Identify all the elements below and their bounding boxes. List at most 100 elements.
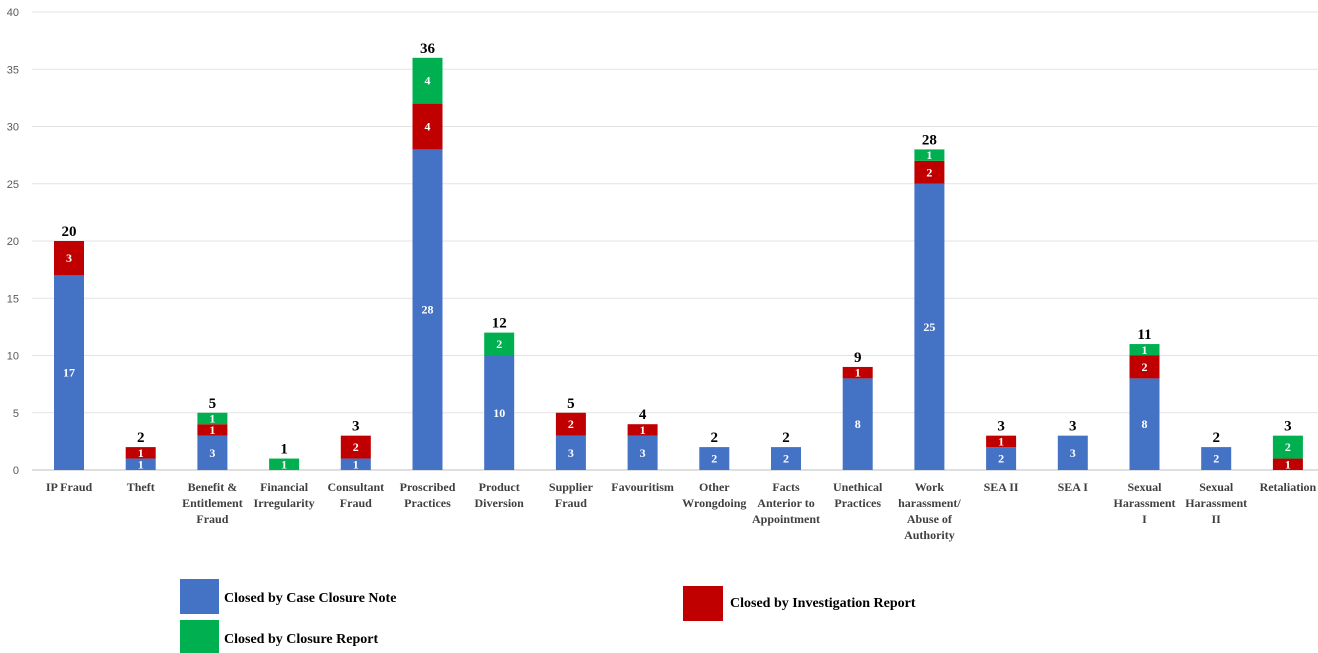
segment-label: 2 bbox=[998, 452, 1004, 466]
x-category-label: Benefit & Entitlement Fraud bbox=[182, 480, 243, 526]
x-category-label-line: SEA I bbox=[1058, 480, 1089, 494]
segment-label: 3 bbox=[209, 446, 215, 460]
bar-segment bbox=[125, 447, 156, 459]
x-category-label-line: Fraud bbox=[196, 512, 228, 526]
y-axis: 0 5 10 15 20 25 30 35 40 bbox=[7, 7, 19, 477]
segment-label: 1 bbox=[353, 457, 359, 471]
x-category-label-line: Practices bbox=[834, 496, 881, 510]
x-category-label: Consultant Fraud bbox=[327, 480, 384, 510]
x-category-label: SEA I bbox=[1058, 480, 1089, 494]
segment-label: 1 bbox=[1285, 457, 1291, 471]
bar-segment bbox=[484, 355, 515, 470]
segment-label: 1 bbox=[998, 434, 1004, 448]
segment-label: 17 bbox=[63, 366, 75, 380]
x-category-label: Sexual Harassment I bbox=[1114, 480, 1176, 526]
bar-segment bbox=[484, 332, 515, 356]
x-category-label-line: Theft bbox=[127, 480, 155, 494]
x-category-label-line: Consultant bbox=[327, 480, 384, 494]
x-category-label: IP Fraud bbox=[46, 480, 93, 494]
bar-segment bbox=[627, 424, 658, 436]
y-tick-label: 5 bbox=[13, 408, 19, 420]
bar-total-label: 28 bbox=[922, 132, 937, 148]
segment-label: 4 bbox=[425, 74, 431, 88]
x-category-label-line: SEA II bbox=[984, 480, 1019, 494]
x-category-label-line: Proscribed bbox=[400, 480, 456, 494]
segment-label: 2 bbox=[783, 452, 789, 466]
bar-total-label: 20 bbox=[62, 224, 77, 240]
segment-label: 10 bbox=[493, 406, 505, 420]
y-tick-label: 10 bbox=[7, 351, 19, 363]
bar-segment bbox=[125, 458, 156, 470]
x-category-label-line: Anterior to bbox=[757, 496, 814, 510]
y-tick-label: 30 bbox=[7, 122, 19, 134]
bar-total-label: 2 bbox=[137, 430, 145, 446]
x-category-label-line: Benefit & bbox=[188, 480, 238, 494]
x-category-label: Product Diversion bbox=[475, 480, 525, 510]
legend-swatch bbox=[180, 620, 219, 653]
segment-label: 2 bbox=[1213, 452, 1219, 466]
bar-segment bbox=[1272, 458, 1303, 470]
segment-label: 3 bbox=[568, 446, 574, 460]
bar-segment bbox=[340, 458, 371, 470]
bar-segment bbox=[1129, 344, 1160, 356]
x-category-label-line: Facts bbox=[772, 480, 800, 494]
gridlines bbox=[32, 11, 1318, 471]
segment-label: 1 bbox=[640, 423, 646, 437]
segment-label: 1 bbox=[1142, 343, 1148, 357]
segment-label: 28 bbox=[422, 303, 434, 317]
x-category-label-line: Fraud bbox=[555, 496, 587, 510]
y-tick-label: 40 bbox=[7, 7, 19, 19]
y-tick-label: 15 bbox=[7, 293, 19, 305]
bar-segment bbox=[914, 183, 945, 470]
bar-total-label: 1 bbox=[280, 442, 288, 458]
bar-segment bbox=[412, 103, 443, 150]
x-category-label: Retaliation bbox=[1260, 480, 1317, 494]
x-category-label: Favouritism bbox=[611, 480, 674, 494]
x-category-label-line: IP Fraud bbox=[46, 480, 93, 494]
y-tick-label: 20 bbox=[7, 236, 19, 248]
segment-label: 4 bbox=[425, 120, 431, 134]
bar-segment bbox=[986, 447, 1017, 470]
x-category-label: Proscribed Practices bbox=[400, 480, 456, 510]
x-category-label-line: Other bbox=[699, 480, 730, 494]
bar-total-label: 2 bbox=[782, 430, 790, 446]
x-category-label-line: Appointment bbox=[752, 512, 820, 526]
x-category-label-line: Harassment bbox=[1185, 496, 1247, 510]
bar-segment bbox=[1129, 355, 1160, 379]
x-category-label-line: Financial bbox=[260, 480, 309, 494]
bar-segment bbox=[842, 366, 873, 379]
bar-total-label: 11 bbox=[1137, 327, 1151, 343]
segment-label: 3 bbox=[1070, 446, 1076, 460]
legend-swatch bbox=[180, 579, 219, 614]
bar-segment bbox=[54, 275, 84, 470]
bar-segment bbox=[986, 435, 1017, 448]
x-category-label: Work harassment/Abuse of Authority bbox=[898, 480, 961, 542]
segment-label: 2 bbox=[1285, 440, 1291, 454]
bar-segment bbox=[197, 424, 228, 436]
x-category-label: Financial Irregularity bbox=[254, 480, 315, 510]
x-category-label: Other Wrongdoing bbox=[682, 480, 746, 510]
segment-label: 2 bbox=[353, 440, 359, 454]
bar-total-label: 3 bbox=[352, 419, 360, 435]
x-category-label-line: Unethical bbox=[833, 480, 883, 494]
x-category-label-line: Work bbox=[915, 480, 945, 494]
bar-segment bbox=[1129, 378, 1160, 470]
segment-label: 1 bbox=[138, 446, 144, 460]
x-category-label-line: Practices bbox=[404, 496, 451, 510]
x-category-label-line: Retaliation bbox=[1260, 480, 1317, 494]
bar-segment bbox=[269, 458, 300, 470]
bar-segment bbox=[771, 447, 801, 470]
bar-segment bbox=[555, 412, 586, 436]
y-tick-label: 25 bbox=[7, 179, 19, 191]
bar-segment bbox=[1272, 435, 1303, 459]
bar-total-label: 3 bbox=[997, 419, 1005, 435]
bar-total-label: 5 bbox=[567, 396, 575, 412]
bar-total-label: 5 bbox=[209, 396, 217, 412]
bar-total-label: 3 bbox=[1069, 419, 1077, 435]
x-category-label-line: Favouritism bbox=[611, 480, 674, 494]
bar-total-label: 2 bbox=[711, 430, 719, 446]
x-category-label-line: Sexual bbox=[1199, 480, 1234, 494]
x-category-label-line: Wrongdoing bbox=[682, 496, 746, 510]
bar-total-label: 9 bbox=[854, 350, 862, 366]
